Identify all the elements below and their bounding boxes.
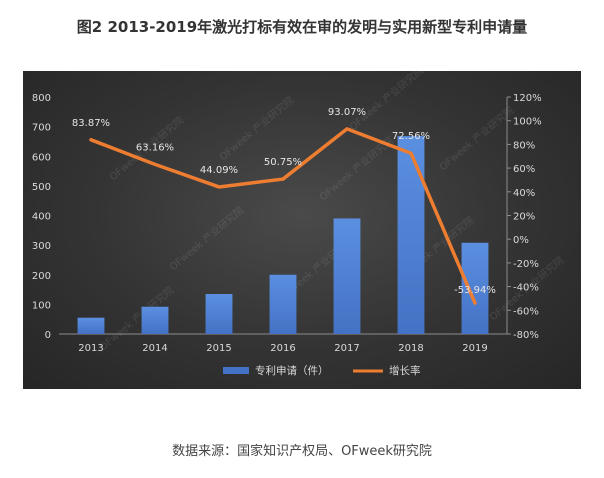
y-left-tick-label: 800 (32, 93, 51, 104)
data-source-note: 数据来源：国家知识产权局、OFweek研究院 (172, 444, 432, 459)
bar-2015 (205, 294, 233, 334)
growth-rate-data-label: 50.75% (264, 157, 302, 168)
y-right-tick-label: 60% (513, 164, 535, 175)
y-right-tick-label: 100% (513, 117, 542, 128)
y-left-tick-label: 600 (32, 152, 51, 163)
growth-rate-data-label: -53.94% (454, 285, 496, 296)
y-left-tick-label: 0 (45, 330, 51, 341)
y-left-tick-label: 300 (32, 241, 51, 252)
bar-2013 (77, 317, 105, 334)
watermark-text: OFweek 产业研究院 (347, 71, 427, 133)
x-tick-label: 2018 (398, 343, 423, 354)
y-right-tick-label: 40% (513, 188, 535, 199)
y-right-tick-label: -20% (513, 259, 539, 270)
x-tick-label: 2016 (270, 343, 295, 354)
growth-rate-line (89, 127, 477, 305)
bar-2018 (397, 136, 425, 334)
y-right-tick-label: -80% (513, 330, 539, 341)
y-left-tick-label: 100 (32, 300, 51, 311)
bar-2019 (461, 242, 489, 334)
growth-rate-data-label: 72.56% (392, 131, 430, 142)
watermark-text: OFweek 产业研究院 (167, 204, 247, 274)
legend-swatch-bar (223, 367, 249, 374)
bar-2017 (333, 218, 361, 334)
x-tick-label: 2013 (78, 343, 103, 354)
watermark-text: OFweek 产业研究院 (217, 94, 297, 164)
growth-rate-data-label: 83.87% (72, 118, 110, 129)
y-right-tick-label: 80% (513, 140, 535, 151)
legend-label-line: 增长率 (389, 364, 421, 377)
y-left-tick-label: 200 (32, 271, 51, 282)
chart-title: 图2 2013-2019年激光打标有效在审的发明与实用新型专利申请量 (76, 18, 528, 36)
x-tick-label: 2014 (142, 343, 167, 354)
y-right-tick-label: -40% (513, 283, 539, 294)
bar-2016 (269, 274, 297, 334)
y-left-tick-label: 400 (32, 212, 51, 223)
y-left-tick-label: 700 (32, 123, 51, 134)
growth-rate-data-label: 44.09% (200, 165, 238, 176)
growth-rate-data-label: 93.07% (328, 107, 366, 118)
growth-rate-data-label: 63.16% (136, 142, 174, 153)
legend-label-bar: 专利申请（件） (255, 364, 329, 377)
x-tick-label: 2015 (206, 343, 231, 354)
y-left-tick-label: 500 (32, 182, 51, 193)
chart-panel: OFweek 产业研究院 OFweek 产业研究院 OFweek 产业研究院 OFwe… (23, 71, 581, 389)
y-right-tick-label: 20% (513, 212, 535, 223)
bar-2014 (141, 306, 169, 334)
x-tick-label: 2017 (334, 343, 359, 354)
y-right-tick-label: 120% (513, 93, 542, 104)
watermark-text: OFweek 产业研究院 (437, 104, 517, 174)
y-right-tick-label: -60% (513, 306, 539, 317)
y-right-tick-label: 0% (513, 235, 529, 246)
x-tick-label: 2019 (462, 343, 487, 354)
